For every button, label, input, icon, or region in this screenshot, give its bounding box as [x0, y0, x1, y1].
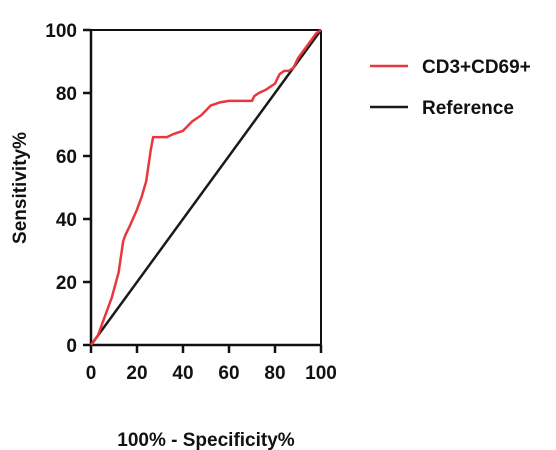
y-tick-label: 60	[56, 147, 77, 168]
y-tick-label: 0	[66, 336, 77, 357]
x-tick-label: 40	[172, 363, 193, 384]
series-line-cd3-cd69	[89, 28, 322, 346]
x-tick-label: 100	[305, 363, 337, 384]
x-tick-label: 20	[126, 363, 147, 384]
plot-area	[89, 29, 322, 347]
y-axis-ticks: 0 20 40 60 80 100	[45, 21, 91, 357]
x-tick-label: 60	[218, 363, 239, 384]
legend-label-cd3-cd69: CD3+CD69+	[422, 57, 531, 78]
y-tick-label: 80	[56, 84, 77, 105]
legend: CD3+CD69+ Reference	[370, 57, 531, 119]
legend-label-reference: Reference	[422, 98, 514, 119]
series-layer	[89, 28, 323, 346]
x-axis-ticks: 0 20 40 60 80 100	[86, 345, 337, 384]
y-axis-label: Sensitivity%	[10, 132, 31, 244]
series-line-reference	[89, 29, 323, 346]
x-tick-label: 80	[264, 363, 285, 384]
y-tick-label: 20	[56, 273, 77, 294]
x-tick-label: 0	[86, 363, 97, 384]
y-tick-label: 100	[45, 21, 77, 42]
y-tick-label: 40	[56, 210, 77, 231]
x-axis-label: 100% - Specificity%	[117, 430, 295, 450]
